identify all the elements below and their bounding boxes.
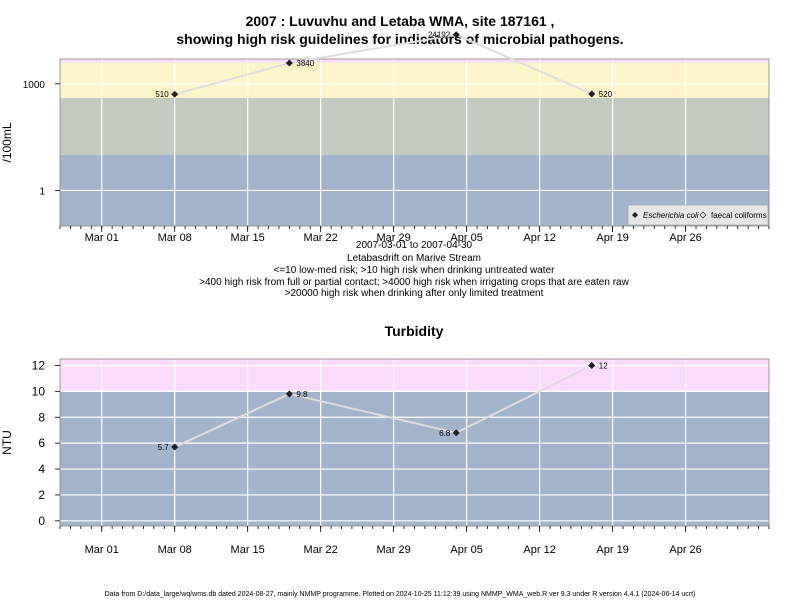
x-tick-label: Mar 15 [231,232,265,244]
x-tick-label: Mar 29 [377,232,411,244]
data-point [285,390,293,398]
x-tick-label: Apr 05 [450,232,482,244]
caption-line: Letabasdrift on Marive Stream [347,253,481,264]
y-tick-label: 1 [39,186,45,197]
data-point [588,90,596,98]
y-tick-label: 8 [38,410,45,424]
data-label: 520 [599,90,613,99]
x-tick-label: Apr 26 [669,544,701,556]
caption-line: 2007-03-01 to 2007-04-30 [356,240,473,251]
x-tick-label: Mar 15 [231,544,265,556]
data-point [285,59,293,67]
chart-panel-2: Turbidity Mar 01 Mar 08 Mar 15 Mar 22 Mar 29 A… [0,323,770,556]
chart-subtitle: showing high risk guidelines for indicat… [176,31,623,47]
footer-note: Data from D:/data_large/wq/wms.db dated … [105,591,696,598]
y-axis-label: NTU [0,430,14,455]
risk-band [60,97,769,155]
x-tick-label: Mar 01 [85,232,119,244]
data-label: 3840 [296,59,314,68]
data-label: 5.7 [158,443,170,452]
x-tick-label: Mar 22 [304,232,338,244]
risk-band [60,59,769,63]
x-tick-label: Mar 08 [158,544,192,556]
caption-line: >400 high risk from full or partial cont… [199,277,629,288]
y-tick-label: 4 [38,462,45,476]
y-tick-label: 2 [38,488,45,502]
series-line [174,33,593,96]
y-tick-label: 1000 [23,80,46,91]
x-tick-label: Mar 22 [304,544,338,556]
data-point [171,90,179,98]
data-label: 510 [155,90,169,99]
risk-band [60,359,769,392]
caption-line: >20000 high risk when drinking after onl… [285,288,544,299]
data-point [588,361,596,370]
x-tick-label: Apr 05 [450,544,482,556]
y-axis-label: /100mL [0,122,14,162]
legend-marker-open [699,211,707,219]
risk-band [60,391,769,526]
x-tick-label: Apr 26 [669,232,701,244]
legend: Escherichia coli faecal coliforms [627,204,769,226]
chart-panel-1: 2007 : Luvuvhu and Letaba WMA, site 1871… [0,13,770,244]
series-line [174,364,593,448]
y-tick-label: 6 [38,436,45,450]
x-tick-label: Apr 12 [523,232,555,244]
legend-marker-filled [632,212,638,218]
y-tick-label: 10 [32,384,46,398]
data-point [452,31,460,39]
x-tick-label: Apr 19 [596,544,628,556]
chart-title: Turbidity [385,323,444,339]
data-label: 9.8 [296,390,308,399]
x-tick-label: Mar 01 [85,544,119,556]
risk-band [60,62,769,98]
caption-line: <=10 low-med risk; >10 high risk when dr… [274,265,556,276]
data-point [452,429,460,437]
x-tick-label: Mar 08 [158,232,192,244]
legend-label: faecal coliforms [711,211,767,220]
data-label: 24192 [428,31,451,40]
y-tick-label: 0 [38,514,45,528]
data-label: 12 [599,361,608,370]
x-tick-label: Mar 29 [377,544,411,556]
legend-box [627,204,769,226]
x-tick-label: Apr 19 [596,232,628,244]
y-tick-label: 12 [32,358,46,372]
data-label: 6.8 [439,429,451,438]
legend-label: Escherichia coli [643,211,699,220]
data-point [171,443,179,451]
x-tick-label: Apr 12 [523,544,555,556]
chart-title: 2007 : Luvuvhu and Letaba WMA, site 1871… [246,13,555,29]
